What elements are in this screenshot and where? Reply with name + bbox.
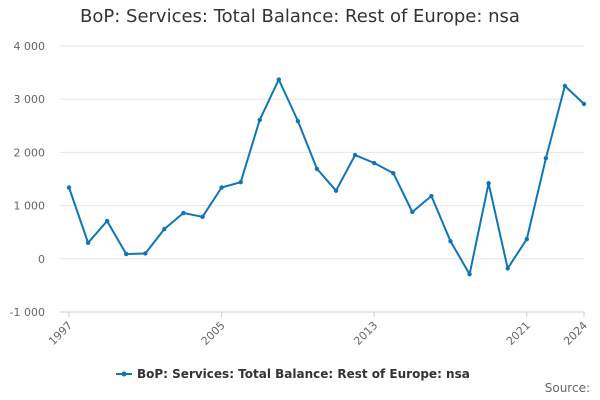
y-tick-label: 4 000 (14, 40, 46, 53)
source-label: Source: (544, 381, 590, 395)
data-point (391, 170, 396, 176)
x-axis: 1997 2005 2013 2021 2024 (46, 311, 590, 348)
series-layer (66, 77, 587, 277)
data-point (505, 266, 510, 271)
data-point (429, 193, 434, 199)
legend-label: BoP: Services: Total Balance: Rest of Eu… (137, 367, 470, 381)
data-point (104, 218, 110, 224)
data-point (562, 83, 568, 89)
data-point (276, 77, 282, 82)
data-point (543, 156, 549, 161)
data-point (124, 251, 129, 257)
data-point (581, 101, 587, 107)
y-axis: -1 000 0 1 000 2 000 3 000 4 000 (10, 40, 45, 319)
grid (60, 45, 584, 313)
legend[interactable]: BoP: Services: Total Balance: Rest of Eu… (116, 367, 470, 381)
chart-title: BoP: Services: Total Balance: Rest of Eu… (80, 6, 520, 27)
x-tick-label: 2024 (561, 319, 590, 348)
data-point (524, 236, 529, 242)
data-point (219, 185, 224, 190)
y-tick-label: 0 (38, 253, 45, 266)
data-point (66, 185, 72, 190)
data-point (143, 251, 148, 256)
data-point (371, 160, 377, 166)
x-tick-label: 2021 (504, 319, 533, 348)
x-tick-label: 1997 (46, 319, 75, 348)
data-point (352, 152, 358, 158)
data-point (162, 226, 167, 232)
data-point (410, 209, 415, 215)
y-tick-label: 3 000 (14, 93, 46, 106)
x-tick-label: 2005 (199, 319, 228, 348)
legend-swatch-point (121, 371, 127, 377)
series-line (68, 78, 585, 276)
y-tick-label: 1 000 (14, 200, 46, 213)
data-point (467, 272, 472, 277)
data-point (85, 240, 91, 246)
data-point (448, 239, 453, 244)
x-tick-label: 2013 (351, 319, 380, 348)
data-point (181, 210, 186, 216)
y-tick-label: -1 000 (10, 306, 45, 319)
data-point (314, 166, 320, 172)
data-point (295, 118, 301, 124)
data-point (486, 181, 491, 186)
data-point (200, 214, 205, 219)
data-point (333, 188, 339, 193)
y-tick-label: 2 000 (14, 146, 46, 159)
data-point (257, 117, 262, 123)
data-point (238, 179, 243, 185)
